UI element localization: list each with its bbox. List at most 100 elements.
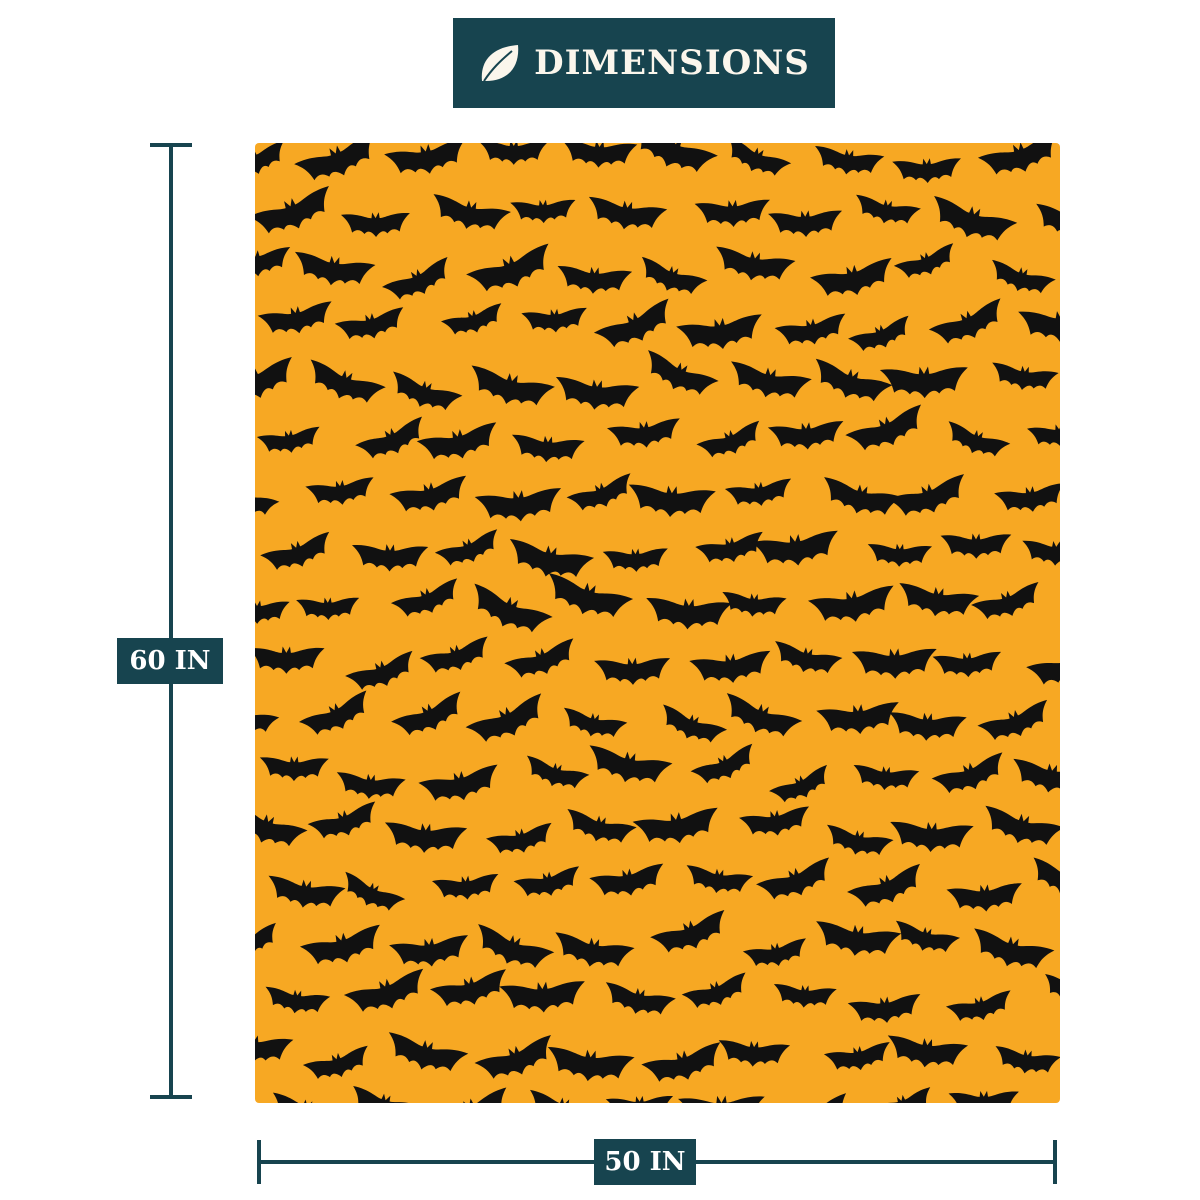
bat-icon <box>255 246 291 277</box>
bat-icon <box>526 755 590 789</box>
bat-icon <box>695 531 763 563</box>
banner-title: DIMENSIONS <box>534 43 810 83</box>
dimensions-banner: DIMENSIONS <box>453 18 835 108</box>
bat-icon <box>384 822 468 853</box>
bat-icon <box>265 986 331 1014</box>
bat-icon <box>641 256 708 295</box>
bat-icon <box>390 578 458 617</box>
height-line-bottom-cap <box>150 1095 192 1099</box>
bat-icon <box>992 259 1056 294</box>
bat-icon <box>305 477 374 505</box>
bat-icon <box>548 573 634 618</box>
bat-icon <box>1027 422 1060 447</box>
bat-icon <box>353 1085 421 1103</box>
bat-icon <box>393 371 463 411</box>
bat-icon <box>696 420 760 458</box>
bat-icon <box>774 313 846 345</box>
bat-icon <box>641 1042 721 1082</box>
bat-icon <box>340 212 410 237</box>
bat-icon <box>847 994 921 1023</box>
bat-icon <box>946 883 1022 912</box>
bat-icon <box>530 1089 601 1103</box>
bat-icon <box>465 693 542 742</box>
bat-icon <box>899 583 980 617</box>
bat-icon <box>686 865 754 893</box>
bat-icon <box>845 404 922 451</box>
bat-icon <box>588 196 668 230</box>
bat-icon <box>510 199 576 224</box>
bat-icon <box>827 824 894 856</box>
bat-icon <box>1018 311 1060 342</box>
bat-icon <box>351 544 429 572</box>
bat-icon <box>977 143 1057 175</box>
bat-icon <box>648 350 719 395</box>
width-label: 50 IN <box>594 1139 696 1185</box>
bat-icon <box>466 243 549 292</box>
bat-icon <box>807 585 894 622</box>
bat-icon <box>974 928 1055 969</box>
bat-icon <box>431 874 499 900</box>
bat-icon <box>768 210 843 237</box>
bat-icon <box>259 756 329 782</box>
bat-icon <box>345 871 406 911</box>
bat-icon <box>566 473 631 511</box>
bat-icon <box>628 484 716 518</box>
bat-icon <box>563 707 628 737</box>
bat-icon <box>296 597 360 621</box>
bat-pattern-blanket <box>255 143 1060 1103</box>
bat-icon <box>681 972 746 1008</box>
bat-icon <box>870 1087 931 1103</box>
bat-icon <box>823 1042 890 1071</box>
bat-icon <box>255 922 276 960</box>
bat-icon <box>718 1040 791 1067</box>
bat-icon <box>474 488 562 522</box>
bat-icon <box>381 256 448 300</box>
bat-icon <box>887 1035 969 1068</box>
bat-icon <box>1035 1095 1060 1103</box>
bat-icon <box>856 194 921 224</box>
bat-icon <box>255 703 280 732</box>
bat-icon <box>391 691 461 736</box>
bat-icon <box>934 196 1018 241</box>
bat-icon <box>994 483 1060 512</box>
bat-icon <box>815 358 893 402</box>
bat-icon <box>940 533 1012 559</box>
bat-icon <box>767 421 844 450</box>
width-line-right-cap <box>1053 1140 1057 1184</box>
bat-icon <box>511 434 585 463</box>
bat-icon <box>1022 540 1060 566</box>
bat-icon <box>255 356 292 402</box>
bat-icon <box>294 251 376 286</box>
bat-icon <box>810 257 892 296</box>
bat-icon <box>513 866 580 897</box>
bat-icon <box>728 143 792 176</box>
bat-icon <box>895 920 961 953</box>
bat-icon <box>334 307 404 340</box>
bat-icon <box>260 531 330 570</box>
bat-icon <box>298 690 367 735</box>
bat-icon <box>547 1046 635 1082</box>
bat-icon <box>419 636 488 673</box>
bat-icon <box>775 641 843 674</box>
bat-icon <box>851 648 937 679</box>
bat-icon <box>605 982 676 1015</box>
bat-icon <box>428 1087 507 1103</box>
bat-icon <box>887 474 965 516</box>
bat-icon <box>606 418 680 448</box>
bat-icon <box>985 805 1060 845</box>
bat-icon <box>433 194 511 230</box>
bat-icon <box>646 598 733 630</box>
bat-icon <box>268 875 346 908</box>
bat-icon <box>499 981 585 1013</box>
bat-icon <box>418 764 498 801</box>
bat-icon <box>509 538 595 578</box>
bat-icon <box>389 475 467 512</box>
bat-icon <box>971 581 1039 620</box>
bat-icon <box>847 863 920 907</box>
bat-icon <box>848 315 909 352</box>
bat-icon <box>769 764 827 803</box>
bat-icon <box>589 745 673 783</box>
bat-icon <box>257 301 332 334</box>
bat-icon <box>605 1095 674 1103</box>
bat-icon <box>892 158 961 183</box>
